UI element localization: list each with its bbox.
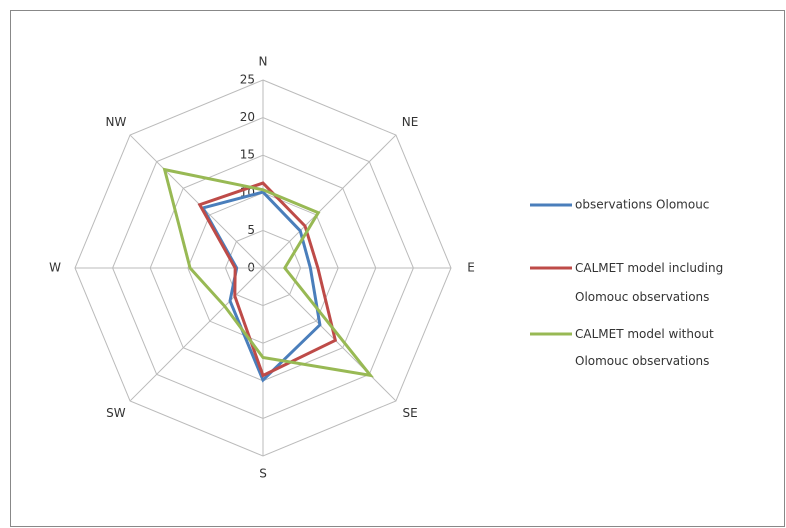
category-label: NE <box>402 115 419 129</box>
category-label: S <box>259 467 267 481</box>
series-line <box>197 181 338 378</box>
tick-label: 25 <box>240 73 255 87</box>
legend-line: CALMET model without <box>575 327 714 341</box>
category-label: E <box>467 261 475 275</box>
category-label: NW <box>105 115 126 129</box>
category-label: N <box>259 55 268 69</box>
tick-label: 15 <box>240 148 255 162</box>
axis-spoke <box>262 267 397 402</box>
legend-line: Olomouc observations <box>575 354 709 368</box>
legend-label: CALMET model without Olomouc observations <box>575 327 714 368</box>
axis-spoke <box>262 134 397 269</box>
axis-spoke <box>129 267 264 402</box>
tick-label: 5 <box>247 223 255 237</box>
legend-line: Olomouc observations <box>575 290 709 304</box>
category-label: SE <box>402 406 417 420</box>
legend-label: CALMET model including Olomouc observatio… <box>575 261 723 304</box>
category-label: W <box>49 261 61 275</box>
tick-label: 20 <box>240 110 255 124</box>
legend-label: observations Olomouc <box>575 198 709 212</box>
legend-line: CALMET model including <box>575 261 723 275</box>
series-line <box>162 167 375 378</box>
category-label: SW <box>106 406 126 420</box>
axis-spoke <box>129 134 264 269</box>
